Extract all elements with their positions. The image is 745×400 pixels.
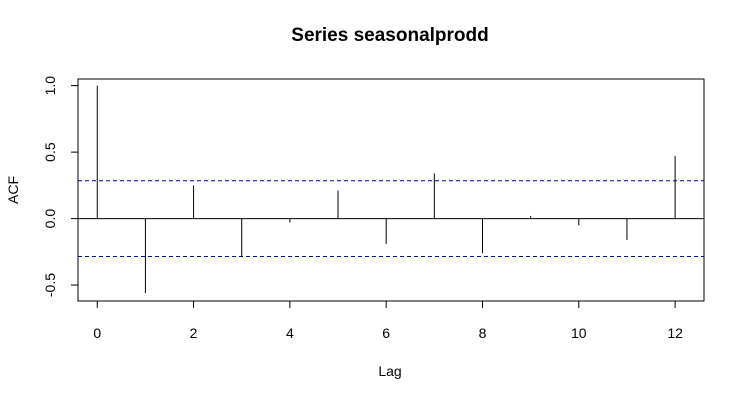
x-tick-label: 0 <box>93 325 101 341</box>
x-tick-label: 6 <box>382 325 390 341</box>
y-tick-label: -0.5 <box>42 273 58 297</box>
y-tick-label: 1.0 <box>42 76 58 96</box>
y-tick-label: 0.5 <box>42 142 58 162</box>
x-tick-label: 10 <box>571 325 587 341</box>
x-axis-label: Lag <box>378 363 401 379</box>
plot-frame <box>77 78 705 302</box>
x-tick-label: 4 <box>286 325 294 341</box>
x-tick-label: 2 <box>190 325 198 341</box>
y-tick-label: 0.0 <box>42 209 58 229</box>
y-axis-label: ACF <box>5 176 21 204</box>
chart-title: Series seasonalprodd <box>291 25 488 46</box>
x-tick-label: 12 <box>667 325 683 341</box>
x-tick-label: 8 <box>479 325 487 341</box>
